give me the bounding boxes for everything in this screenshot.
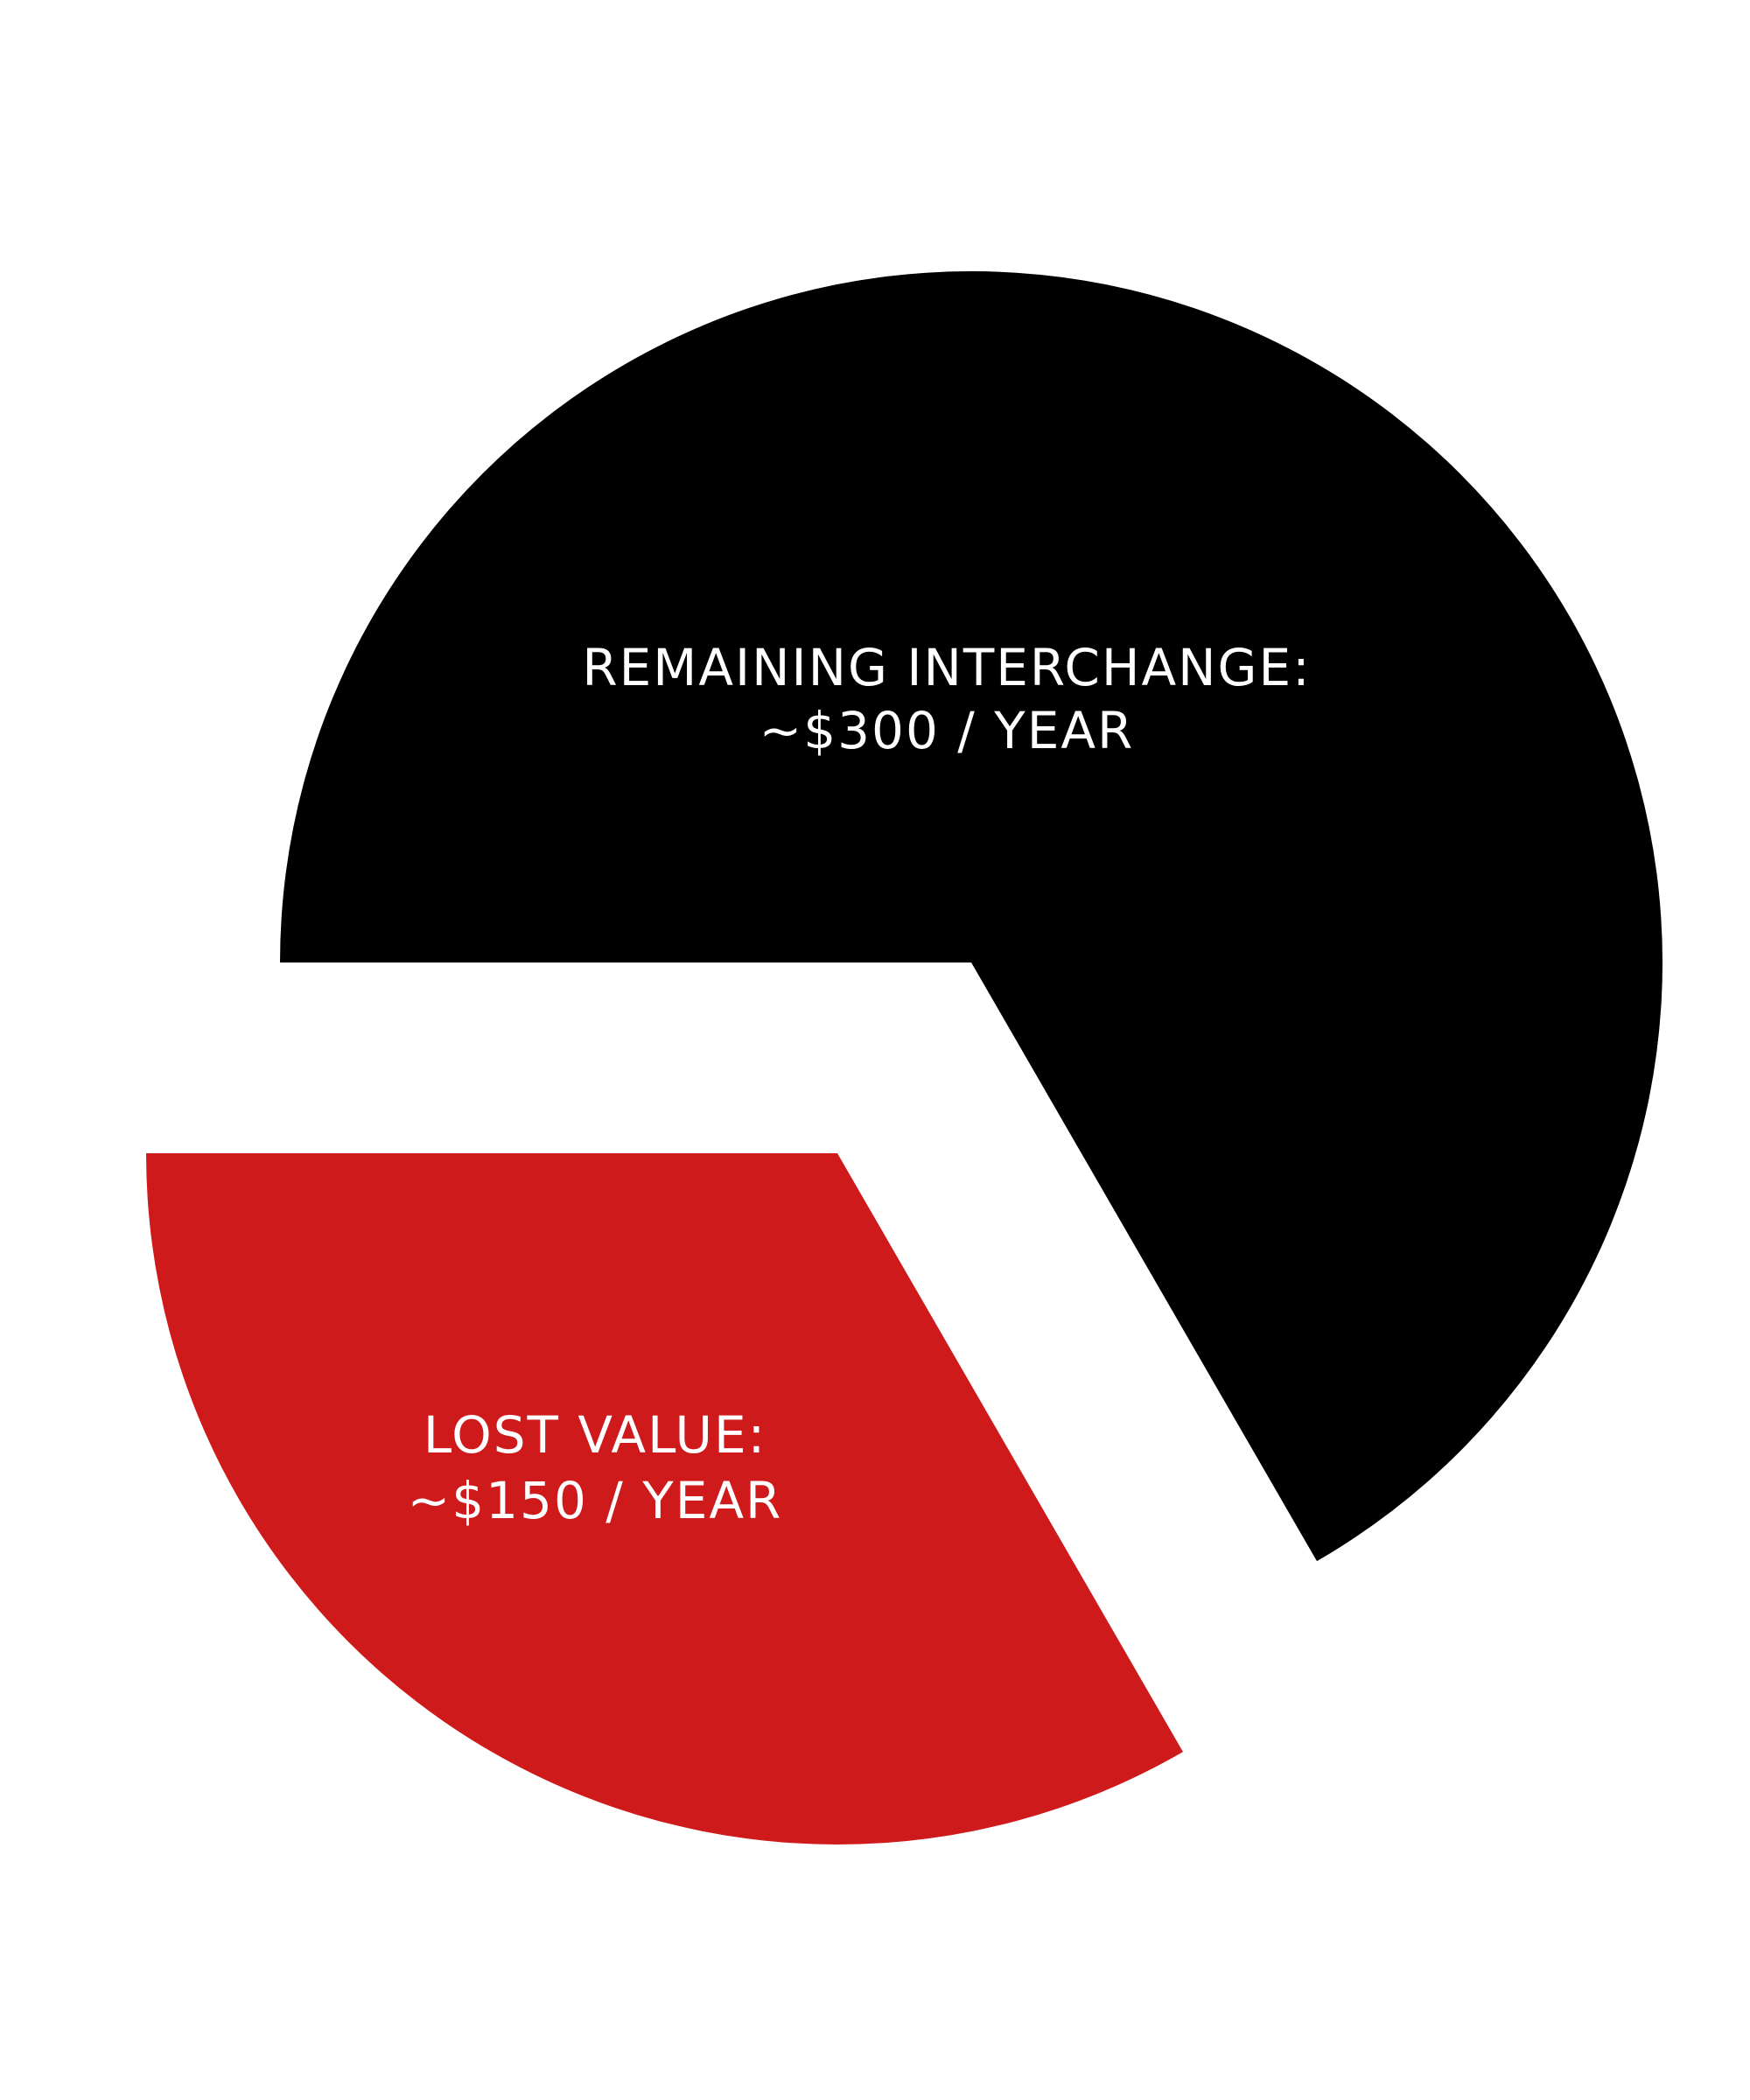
slice-value-remaining-interchange: ~$300 / YEAR — [760, 701, 1135, 760]
svg-text:~$300 / YEAR: ~$300 / YEAR — [760, 701, 1135, 760]
pie-slice-remaining-interchange — [280, 270, 1662, 1562]
slice-label-lost-value: LOST VALUE: — [424, 1405, 766, 1465]
pie-slice-lost-value — [146, 1153, 1183, 1844]
slice-value-lost-value: ~$150 / YEAR — [408, 1471, 783, 1530]
svg-text:REMAINING INTERCHANGE:: REMAINING INTERCHANGE: — [582, 638, 1311, 697]
svg-text:~$150 / YEAR: ~$150 / YEAR — [408, 1471, 783, 1530]
svg-text:LOST VALUE:: LOST VALUE: — [424, 1405, 766, 1465]
slice-label-remaining-interchange: REMAINING INTERCHANGE: — [582, 638, 1311, 697]
